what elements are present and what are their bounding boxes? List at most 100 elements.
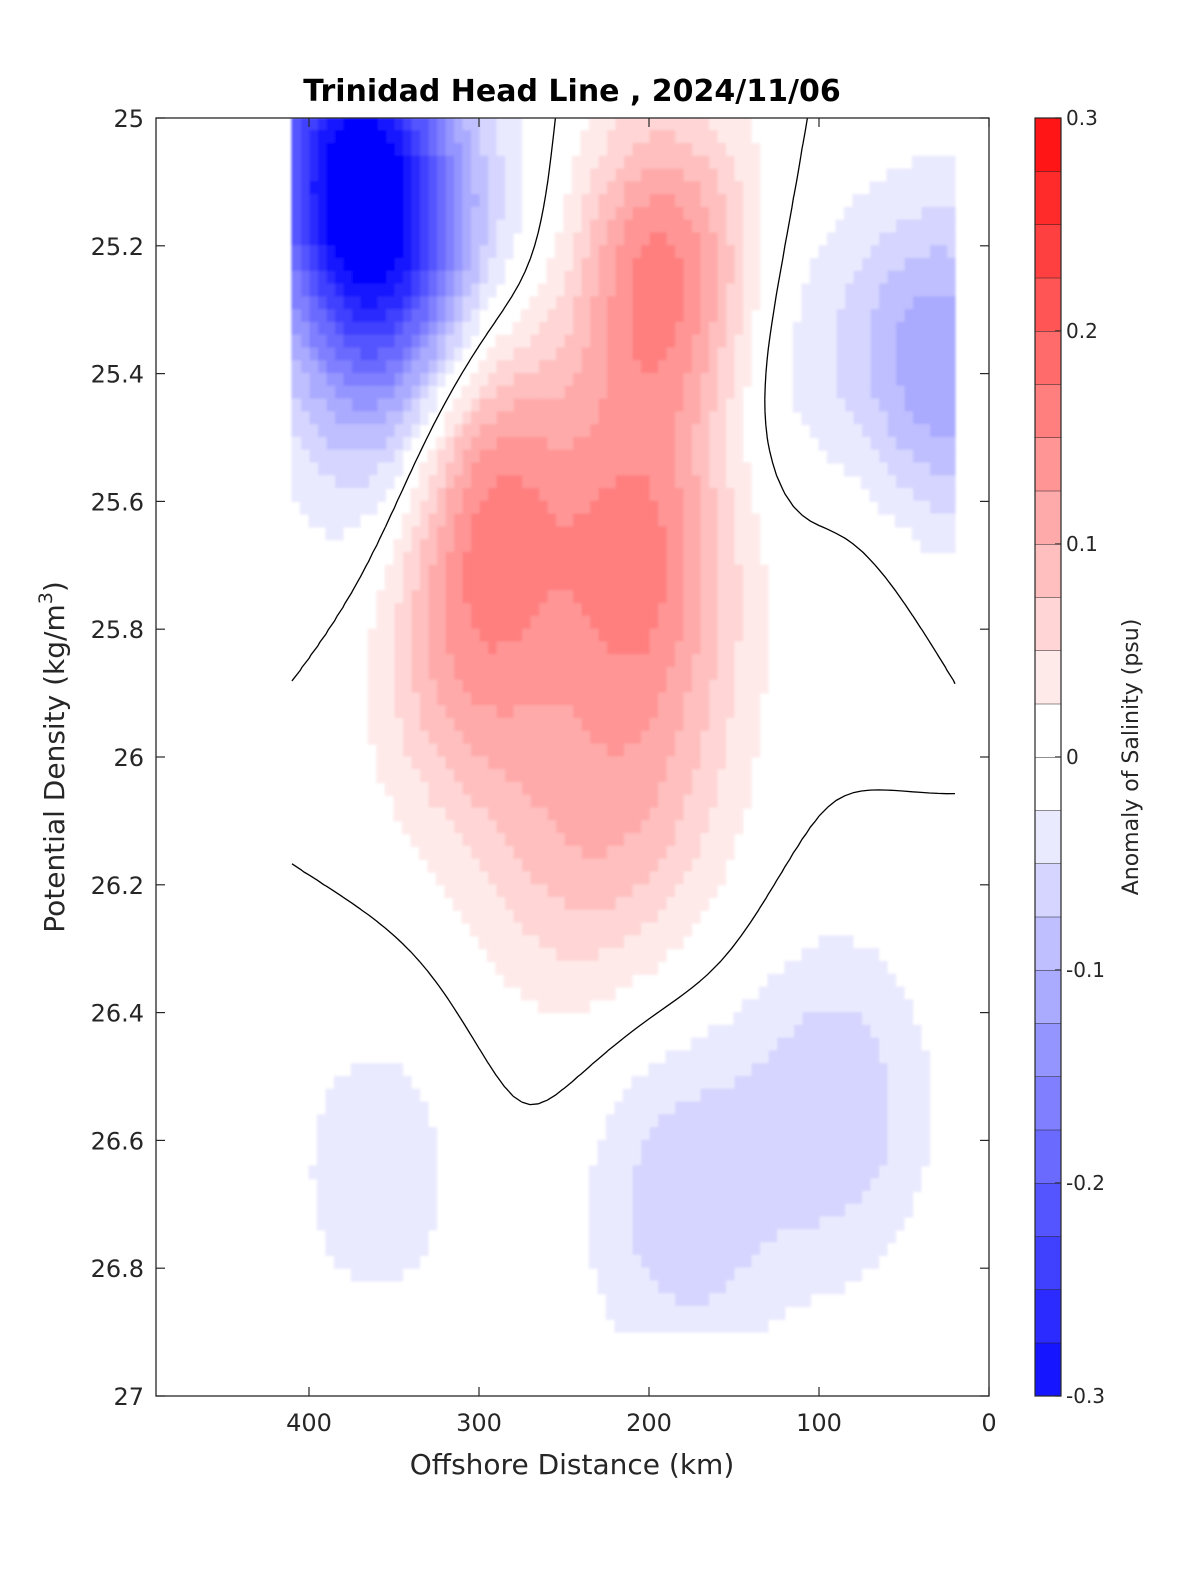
field-cell (563, 858, 574, 873)
field-cell (342, 1165, 353, 1180)
field-cell (852, 206, 863, 221)
field-cell (937, 347, 948, 362)
field-cell (622, 1114, 633, 1129)
field-cell (656, 118, 667, 132)
field-cell (478, 283, 489, 298)
field-cell (928, 181, 939, 196)
field-cell (605, 398, 616, 413)
field-cell (733, 1305, 744, 1320)
field-cell (614, 615, 625, 630)
field-cell (537, 398, 548, 413)
field-cell (384, 692, 395, 707)
field-cell (809, 1075, 820, 1090)
field-cell (622, 577, 633, 592)
field-cell (699, 1254, 710, 1269)
field-cell (733, 781, 744, 796)
field-cell (690, 705, 701, 720)
field-cell (707, 526, 718, 541)
field-cell (563, 628, 574, 643)
field-cell (554, 871, 565, 886)
field-cell (690, 794, 701, 809)
field-cell (673, 615, 684, 630)
field-cell (350, 513, 361, 528)
field-cell (537, 283, 548, 298)
field-cell (724, 321, 735, 336)
field-cell (665, 794, 676, 809)
field-cell (376, 1165, 387, 1180)
field-cell (359, 309, 370, 324)
field-cell (410, 385, 421, 400)
field-cell (401, 1229, 412, 1244)
field-cell (529, 500, 540, 515)
field-cell (571, 462, 582, 477)
field-cell (707, 513, 718, 528)
field-cell (784, 1101, 795, 1116)
field-cell (537, 999, 548, 1014)
field-cell (741, 232, 752, 247)
field-cell (410, 283, 421, 298)
field-cell (673, 1216, 684, 1231)
field-cell (622, 142, 633, 157)
field-cell (911, 373, 922, 387)
field-cell (741, 219, 752, 234)
field-cell (886, 1152, 897, 1167)
field-cell (461, 488, 472, 502)
field-cell (588, 641, 599, 656)
field-cell (639, 1203, 650, 1218)
field-cell (444, 321, 455, 336)
field-cell (665, 206, 676, 221)
field-cell (741, 283, 752, 298)
field-cell (648, 245, 659, 260)
field-cell (614, 551, 625, 566)
field-cell (350, 1178, 361, 1193)
field-cell (333, 1190, 344, 1205)
field-cell (605, 1242, 616, 1257)
field-cell (393, 794, 404, 809)
field-cell (835, 1063, 846, 1078)
field-cell (818, 960, 829, 975)
field-cell (444, 858, 455, 873)
field-cell (614, 526, 625, 541)
field-cell (690, 807, 701, 822)
field-cell (690, 756, 701, 771)
field-cell (656, 615, 667, 630)
field-cell (495, 884, 506, 899)
field-cell (622, 551, 633, 566)
field-cell (639, 500, 650, 515)
field-cell (597, 334, 608, 349)
field-cell (631, 475, 642, 490)
field-cell (384, 168, 395, 183)
field-cell (818, 385, 829, 400)
field-cell (469, 628, 480, 643)
field-cell (648, 539, 659, 554)
field-cell (682, 1203, 693, 1218)
field-cell (894, 168, 905, 183)
field-cell (418, 833, 429, 848)
field-cell (469, 833, 480, 848)
field-cell (580, 206, 591, 221)
y-tick-label: 25.6 (91, 488, 144, 516)
field-cell (520, 794, 531, 809)
field-cell (792, 1088, 803, 1103)
field-cell (716, 334, 727, 349)
field-cell (699, 526, 710, 541)
field-cell (580, 884, 591, 899)
salinity-anomaly-field (291, 118, 956, 1333)
field-cell (291, 398, 302, 413)
field-cell (333, 411, 344, 426)
field-cell (945, 321, 956, 336)
field-cell (877, 257, 888, 272)
field-cell (367, 385, 378, 400)
field-cell (682, 373, 693, 387)
field-cell (877, 270, 888, 285)
field-cell (656, 1101, 667, 1116)
field-cell (843, 257, 854, 272)
field-cell (733, 360, 744, 375)
field-cell (537, 564, 548, 579)
field-cell (291, 194, 302, 209)
field-cell (707, 232, 718, 247)
field-cell (860, 1190, 871, 1205)
field-cell (750, 155, 761, 170)
field-cell (427, 334, 438, 349)
field-cell (325, 232, 336, 247)
